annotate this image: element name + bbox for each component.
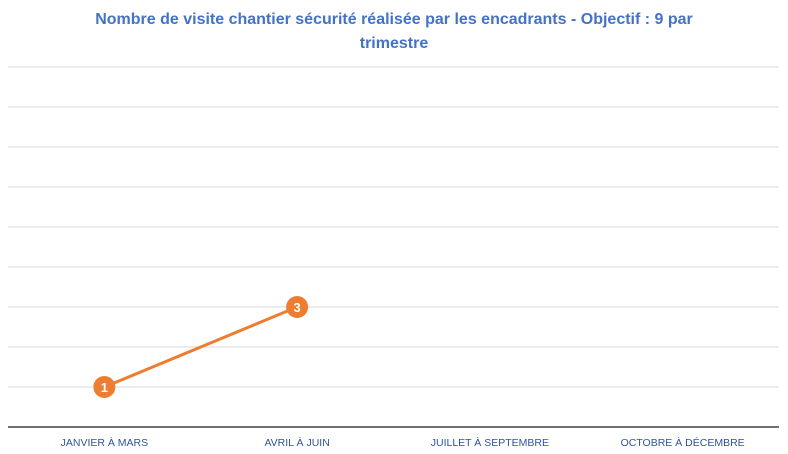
x-tick-label: JANVIER À MARS [61,436,149,449]
series-line [102,305,299,389]
x-tick-label: OCTOBRE À DÉCEMBRE [621,436,745,449]
data-label: 1 [101,380,108,395]
data-point [286,296,309,318]
chart-title: Nombre de visite chantier sécurité réali… [95,11,693,52]
data-label: 3 [294,300,301,315]
data-point [93,376,116,398]
x-tick-label: AVRIL À JUIN [264,436,329,449]
x-tick-label: JUILLET À SEPTEMBRE [431,436,549,449]
